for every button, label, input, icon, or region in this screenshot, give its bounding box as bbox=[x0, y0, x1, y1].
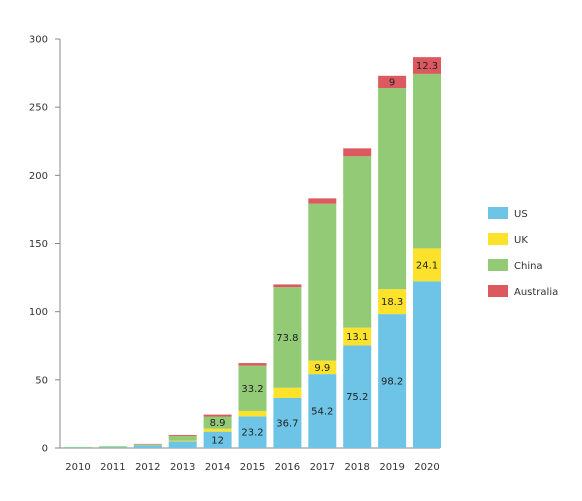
legend-swatch-australia bbox=[488, 285, 508, 297]
bar-segment-uk bbox=[133, 444, 162, 446]
data-label-uk: 24.1 bbox=[416, 260, 438, 271]
bar-segment-australia bbox=[343, 148, 372, 157]
legend-swatch-uk bbox=[488, 233, 508, 245]
legend-label-australia: Australia bbox=[514, 287, 558, 298]
x-tick-label: 2013 bbox=[170, 462, 195, 473]
data-label-us: 54.2 bbox=[311, 407, 333, 418]
bar-segment-us bbox=[378, 314, 407, 448]
x-tick-label: 2011 bbox=[100, 462, 125, 473]
bar-segment-uk bbox=[378, 289, 407, 315]
bars bbox=[64, 57, 441, 448]
y-tick-label: 250 bbox=[29, 103, 48, 114]
data-label-us: 23.2 bbox=[241, 428, 263, 439]
bar-segment-us bbox=[168, 441, 197, 448]
bar-segment-china bbox=[273, 287, 302, 388]
x-tick-label: 2016 bbox=[275, 462, 300, 473]
x-tick-label: 2017 bbox=[310, 462, 335, 473]
bar-segment-australia bbox=[378, 75, 407, 89]
bar-segment-us bbox=[98, 446, 127, 448]
data-label-uk: 18.3 bbox=[381, 297, 403, 308]
bar-segment-australia bbox=[308, 198, 337, 204]
bar-segment-us bbox=[203, 431, 232, 448]
data-label-china: 73.8 bbox=[276, 333, 298, 344]
bar-segment-us bbox=[238, 416, 267, 448]
x-tick-label: 2012 bbox=[135, 462, 160, 473]
y-tick-label: 300 bbox=[29, 35, 48, 46]
bar-segment-china bbox=[98, 446, 127, 447]
data-label-australia: 9 bbox=[389, 77, 395, 88]
data-label-uk: 9.9 bbox=[314, 363, 330, 374]
bar-segment-uk bbox=[203, 428, 232, 432]
bar-labels: 12 23.2 36.7 54.2 75.2 98.2 9.9 13.1 18.3 24.1 8.9… bbox=[210, 61, 438, 446]
bar-segment-china bbox=[168, 436, 197, 441]
y-tick-label: 100 bbox=[29, 307, 48, 318]
bar-segment-australia bbox=[168, 435, 197, 437]
bar-segment-australia bbox=[133, 443, 162, 445]
legend-swatch-china bbox=[488, 259, 508, 271]
bar-segment-uk bbox=[343, 327, 372, 346]
legend-label-us: US bbox=[514, 209, 528, 220]
legend: US UK China Australia bbox=[488, 207, 558, 298]
y-tick-label: 150 bbox=[29, 239, 48, 250]
bar-segment-us bbox=[308, 374, 337, 448]
data-label-us: 75.2 bbox=[346, 392, 368, 403]
bar-segment-australia bbox=[273, 284, 302, 288]
bar-segment-china bbox=[378, 88, 407, 290]
data-label-china: 8.9 bbox=[210, 418, 226, 429]
y-tick-label: 50 bbox=[35, 375, 48, 386]
bar-segment-uk bbox=[168, 440, 197, 442]
data-label-uk: 13.1 bbox=[346, 332, 368, 343]
data-label-us: 98.2 bbox=[381, 377, 403, 388]
bar-segment-china bbox=[308, 203, 337, 361]
y-tick-label: 200 bbox=[29, 171, 48, 182]
bar-segment-us bbox=[273, 397, 302, 448]
bar-segment-china bbox=[343, 156, 372, 328]
bar-segment-us bbox=[64, 447, 92, 448]
x-tick-label: 2019 bbox=[379, 462, 404, 473]
y-axis: 0 50 100 150 200 250 300 bbox=[29, 35, 61, 455]
bar-segment-china bbox=[203, 416, 232, 429]
y-tick-label: 0 bbox=[42, 444, 48, 455]
bar-segment-uk bbox=[308, 360, 337, 375]
x-tick-label: 2020 bbox=[414, 462, 439, 473]
bar-segment-china bbox=[64, 446, 92, 448]
data-label-australia: 12.3 bbox=[416, 61, 438, 72]
bar-segment-uk bbox=[413, 248, 441, 282]
data-label-us: 36.7 bbox=[276, 418, 298, 429]
data-label-us: 12 bbox=[211, 435, 224, 446]
x-tick-label: 2010 bbox=[65, 462, 90, 473]
bar-segment-us bbox=[133, 445, 162, 448]
bar-segment-uk bbox=[273, 387, 302, 398]
bar-segment-uk bbox=[98, 446, 127, 448]
x-axis: 2010 2011 2012 2013 2014 2015 2016 2017 2018 2019… bbox=[60, 447, 440, 473]
x-tick-label: 2014 bbox=[205, 462, 230, 473]
data-label-china: 33.2 bbox=[241, 384, 263, 395]
legend-label-china: China bbox=[514, 261, 543, 272]
legend-label-uk: UK bbox=[514, 235, 528, 246]
bar-segment-us bbox=[413, 281, 441, 448]
bar-segment-australia bbox=[238, 363, 267, 366]
bar-segment-australia bbox=[413, 57, 441, 74]
bar-segment-australia bbox=[203, 414, 232, 417]
bar-segment-china bbox=[413, 73, 441, 249]
x-tick-label: 2015 bbox=[240, 462, 265, 473]
bar-segment-uk bbox=[238, 410, 267, 417]
bar-segment-china bbox=[238, 365, 267, 411]
x-tick-label: 2018 bbox=[344, 462, 369, 473]
legend-swatch-us bbox=[488, 207, 508, 219]
bar-segment-us bbox=[343, 345, 372, 448]
